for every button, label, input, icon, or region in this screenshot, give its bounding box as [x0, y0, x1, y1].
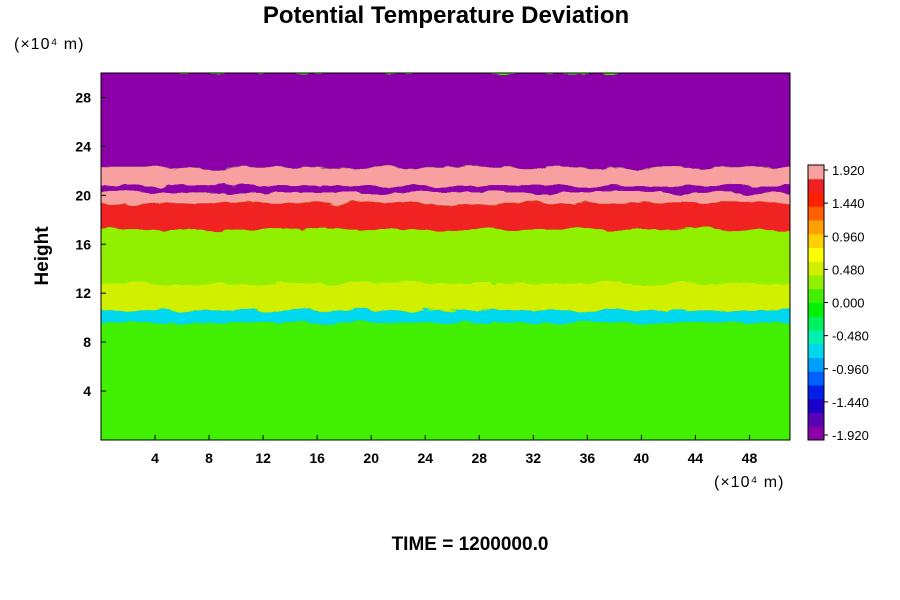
- colorbar-swatch: [808, 178, 824, 193]
- colorbar-ticks: 1.920 1.440 0.960 0.480 0.000 -0.480 -0.960 -1.…: [824, 163, 869, 443]
- x-tick-label: 40: [634, 450, 650, 466]
- heatmap-layer: [101, 310, 790, 323]
- x-tick-label: 16: [309, 450, 325, 466]
- colorbar: 1.920 1.440 0.960 0.480 0.000 -0.480 -0.960 -1.…: [807, 163, 869, 443]
- colorbar-swatch: [808, 330, 824, 345]
- y-tick-label: 24: [75, 138, 91, 154]
- y-tick-label: 12: [75, 285, 91, 301]
- time-caption: TIME = 1200000.0: [392, 534, 549, 555]
- colorbar-swatch: [808, 412, 824, 427]
- y-tick-label: 28: [75, 89, 91, 105]
- colorbar-swatch: [808, 371, 824, 386]
- y-tick-label: 16: [75, 236, 91, 252]
- colorbar-swatch: [808, 220, 824, 235]
- heatmap-layer: [101, 185, 790, 193]
- colorbar-swatch: [808, 316, 824, 331]
- colorbar-swatch: [808, 165, 824, 180]
- x-tick-label: 32: [526, 450, 542, 466]
- colorbar-tick-label: -0.960: [832, 362, 869, 377]
- y-axis-unit: (×10⁴ m): [14, 36, 84, 53]
- colorbar-swatch: [808, 426, 824, 441]
- plot-frame: [100, 72, 791, 441]
- x-axis-ticks: 4 8 12 16 20 24 28 32 36 40 44 48: [151, 435, 757, 466]
- y-tick-label: 4: [83, 383, 91, 399]
- colorbar-tick-label: -1.920: [832, 428, 869, 443]
- x-tick-label: 12: [255, 450, 271, 466]
- x-tick-label: 24: [417, 450, 433, 466]
- x-tick-label: 20: [363, 450, 379, 466]
- x-tick-label: 28: [471, 450, 487, 466]
- heatmap-layers: [101, 73, 790, 440]
- colorbar-tick-label: 1.440: [832, 196, 865, 211]
- heatmap-layer: [101, 167, 790, 186]
- colorbar-tick-label: 0.000: [832, 296, 865, 311]
- chart-title: Potential Temperature Deviation: [263, 2, 629, 29]
- heatmap-layer: [101, 283, 790, 311]
- x-tick-label: 48: [742, 450, 758, 466]
- x-tick-label: 4: [151, 450, 159, 466]
- y-tick-label: 8: [83, 334, 91, 350]
- colorbar-swatch: [808, 233, 824, 248]
- x-tick-label: 8: [205, 450, 213, 466]
- y-tick-label: 20: [75, 187, 91, 203]
- colorbar-swatch: [808, 385, 824, 400]
- heatmap-layer: [101, 73, 790, 168]
- colorbar-tick-label: -1.440: [832, 395, 869, 410]
- x-tick-label: 36: [580, 450, 596, 466]
- colorbar-tick-label: 0.960: [832, 229, 865, 244]
- colorbar-swatch: [808, 288, 824, 303]
- colorbar-swatches: [808, 165, 824, 441]
- y-axis-ticks: 4 8 12 16 20 24 28: [75, 89, 106, 399]
- x-tick-label: 44: [688, 450, 704, 466]
- colorbar-tick-label: -0.480: [832, 329, 869, 344]
- y-axis-label: Height: [32, 226, 53, 286]
- heatmap-layer: [101, 322, 790, 440]
- colorbar-tick-label: 1.920: [832, 163, 865, 178]
- colorbar-swatch: [808, 261, 824, 276]
- colorbar-swatch: [808, 192, 824, 207]
- colorbar-swatch: [808, 343, 824, 358]
- colorbar-tick-label: 0.480: [832, 262, 865, 277]
- colorbar-swatch: [808, 247, 824, 262]
- colorbar-swatch: [808, 398, 824, 413]
- colorbar-swatch: [808, 275, 824, 290]
- colorbar-swatch: [808, 357, 824, 372]
- heatmap-layer: [101, 202, 790, 230]
- x-axis-unit: (×10⁴ m): [714, 474, 784, 491]
- colorbar-swatch: [808, 206, 824, 221]
- heatmap-layer: [101, 229, 790, 284]
- heatmap-layer: [101, 192, 790, 203]
- colorbar-swatch: [808, 302, 824, 317]
